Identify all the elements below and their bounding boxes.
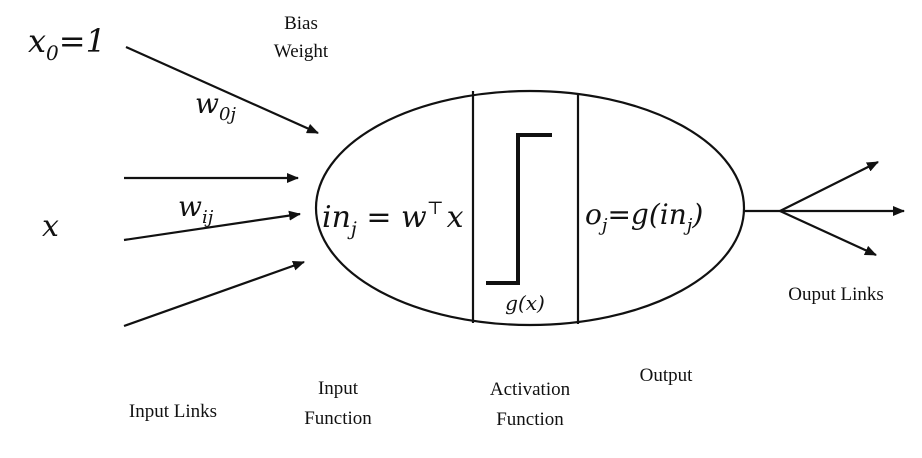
input-links-label: Input Links [129,401,217,422]
bias-weight-symbol: w0j [195,87,236,125]
output-label: Output [640,365,694,386]
bias-weight-caption-line1: Bias [284,13,318,34]
output-arrow-down [779,210,877,256]
input-vector-symbol: x [42,209,59,244]
activation-function-symbol: g(x) [505,291,545,315]
output-arrow-up [779,161,879,212]
input-function-formula: inj = w⊤ x [322,198,464,240]
input-arrow-3 [123,260,305,328]
input-weight-symbol: wij [178,190,214,228]
input-function-label-line2: Function [304,408,372,429]
output-links-label: Ouput Links [788,284,884,305]
activation-function-label-line2: Function [496,409,564,430]
output-formula: oj=g(inj) [585,198,703,236]
bias-weight-caption-line2: Weight [274,41,329,62]
input-arrow-2 [123,210,301,242]
bias-input-arrow [125,45,319,135]
bias-input-label: x0=1 [28,22,106,65]
input-function-label-line1: Input [318,378,359,399]
step-function-curve [486,133,552,285]
neuron-body [314,89,746,327]
activation-function-label-line1: Activation [490,379,571,400]
